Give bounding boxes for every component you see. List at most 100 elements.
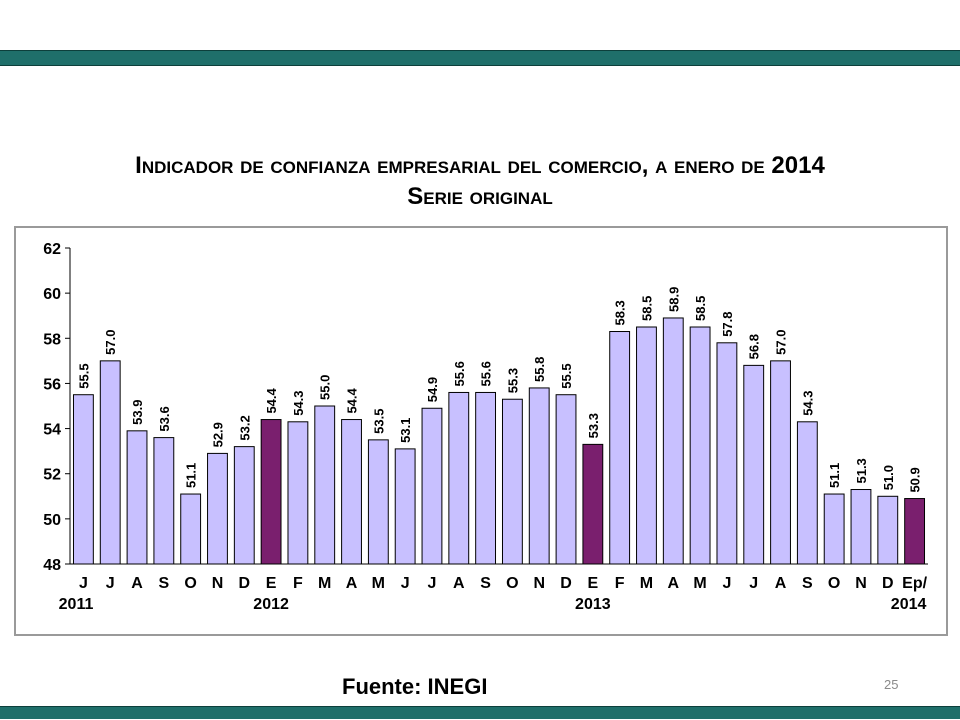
data-label: 55.6 <box>452 361 467 386</box>
bar <box>716 342 738 565</box>
bar <box>475 391 497 565</box>
data-label: 55.5 <box>559 363 574 388</box>
data-label: 54.3 <box>800 390 815 415</box>
top-teal-band <box>0 50 960 66</box>
bar <box>341 419 362 565</box>
year-label: 2012 <box>253 596 289 613</box>
bar <box>448 391 470 565</box>
x-tick-label: D <box>560 575 572 592</box>
x-tick-label: J <box>428 575 437 592</box>
bar <box>555 394 577 565</box>
x-tick-label: E <box>588 575 599 592</box>
bar <box>609 331 631 565</box>
x-tick-label: S <box>802 575 813 592</box>
data-label: 58.5 <box>639 296 654 321</box>
x-tick-label: S <box>480 575 491 592</box>
bar <box>287 421 309 565</box>
data-label: 54.9 <box>425 377 440 402</box>
data-label: 54.4 <box>264 387 279 413</box>
data-label: 51.1 <box>827 463 842 488</box>
x-tick-label: O <box>506 575 518 592</box>
bar <box>743 364 765 565</box>
x-tick-label: A <box>668 575 680 592</box>
x-tick-label: O <box>184 575 196 592</box>
data-label: 58.3 <box>613 300 628 325</box>
x-tick-label: N <box>533 575 545 592</box>
x-tick-label: J <box>722 575 731 592</box>
title-line-1: Indicador de confianza empresarial del c… <box>135 152 825 179</box>
y-tick-label: 62 <box>43 241 61 258</box>
bar <box>367 439 389 565</box>
data-label: 55.6 <box>479 361 494 386</box>
x-tick-label: A <box>131 575 143 592</box>
bar <box>823 493 845 565</box>
bar <box>904 498 926 565</box>
x-tick-label: F <box>615 575 625 592</box>
chart-frame: 48 50 52 54 56 58 60 62 55.5 J 57.0 J 53.9 A 53.6 S 51.1… <box>14 226 948 636</box>
x-tick-label: O <box>828 575 840 592</box>
bar <box>528 387 550 565</box>
data-label: 55.8 <box>532 357 547 382</box>
data-label: 51.0 <box>881 465 896 490</box>
x-tick-label: J <box>401 575 410 592</box>
x-tick-label: S <box>159 575 170 592</box>
data-label: 53.3 <box>586 413 601 438</box>
bar <box>662 317 684 565</box>
data-label: 53.5 <box>371 409 386 434</box>
x-tick-label: F <box>293 575 303 592</box>
bar <box>126 430 148 565</box>
data-label: 58.9 <box>666 287 681 312</box>
data-label: 53.6 <box>157 406 172 431</box>
data-label: 55.0 <box>318 375 333 400</box>
bar <box>72 394 94 565</box>
bar <box>501 398 523 565</box>
data-label: 56.8 <box>747 334 762 359</box>
data-label: 53.2 <box>237 415 252 440</box>
bar <box>582 443 604 565</box>
bar <box>99 360 121 565</box>
bar <box>314 405 336 565</box>
data-label: 57.0 <box>774 330 789 355</box>
bar <box>153 437 175 565</box>
x-tick-label: A <box>775 575 787 592</box>
bar-chart: 48 50 52 54 56 58 60 62 55.5 J 57.0 J 53.9 A 53.6 S 51.1… <box>43 241 928 613</box>
x-tick-label: N <box>855 575 867 592</box>
x-tick-label: J <box>749 575 758 592</box>
y-tick-label: 58 <box>43 331 61 348</box>
data-label: 50.9 <box>908 467 923 492</box>
bar <box>850 489 872 565</box>
data-label: 51.1 <box>184 463 199 488</box>
y-tick-label: 56 <box>43 376 61 393</box>
x-tick-label: A <box>346 575 358 592</box>
data-label: 57.0 <box>103 330 118 355</box>
y-tick-label: 52 <box>43 467 61 484</box>
y-tick-label: 50 <box>43 512 61 529</box>
bar <box>421 407 443 565</box>
title-line-2: Serie original <box>407 183 553 210</box>
x-tick-label: E <box>266 575 277 592</box>
y-tick-label: 48 <box>43 557 61 574</box>
bar <box>796 421 818 565</box>
data-label: 51.3 <box>854 458 869 483</box>
bar <box>180 493 202 565</box>
data-label: 53.1 <box>398 418 413 443</box>
data-label: 55.5 <box>76 363 91 388</box>
x-tick-label: M <box>640 575 653 592</box>
data-label: 54.3 <box>291 390 306 415</box>
bar <box>394 448 416 565</box>
x-tick-label: J <box>106 575 115 592</box>
bar <box>260 419 282 565</box>
x-tick-label: D <box>239 575 251 592</box>
year-label: 2011 <box>59 596 94 613</box>
x-tick-label: N <box>212 575 224 592</box>
data-label: 58.5 <box>693 296 708 321</box>
chart-title: Indicador de confianza empresarial del c… <box>0 150 960 212</box>
year-label: 2013 <box>575 596 611 613</box>
data-label: 53.9 <box>130 400 145 425</box>
x-tick-label: Ep/ <box>902 575 927 592</box>
x-tick-label: M <box>693 575 706 592</box>
y-tick-label: 60 <box>43 286 61 303</box>
page-number: 25 <box>884 677 899 692</box>
bar <box>877 495 899 565</box>
bottom-teal-band <box>0 706 960 719</box>
